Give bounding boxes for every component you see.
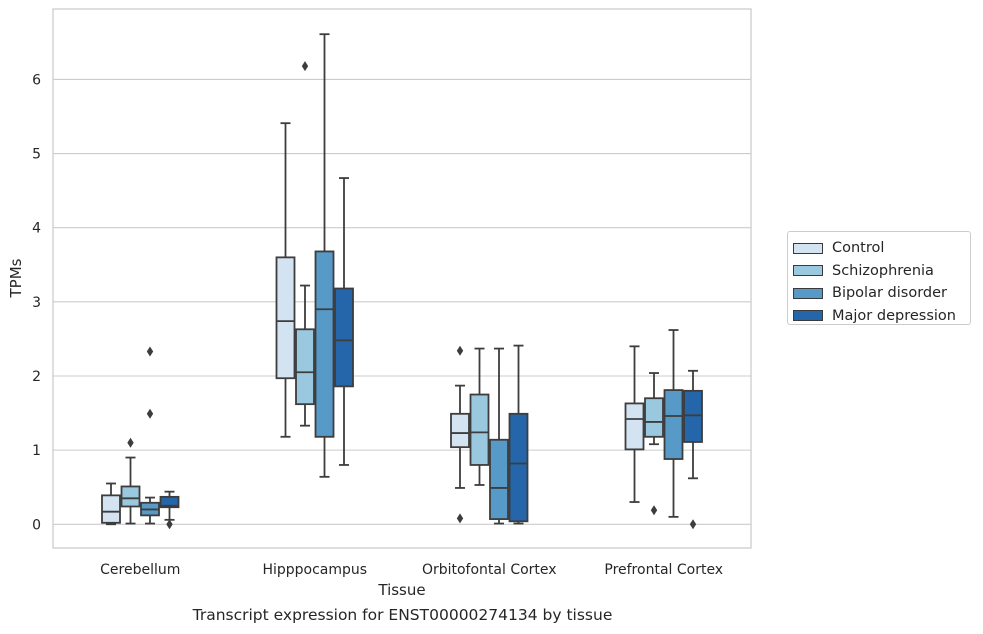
iqr-box <box>159 495 180 509</box>
iqr-box <box>683 389 703 443</box>
y-tick-label-3: 3 <box>32 295 41 311</box>
x-axis-ticks: Cerebellum Hipppocampus Orbitofontal Corte… <box>100 562 723 578</box>
box-1-series-4 <box>159 490 180 530</box>
box-2-series-2 <box>295 61 315 427</box>
box-1-series-1 <box>101 482 121 526</box>
outlier-point-2 <box>456 513 464 524</box>
outlier-point-1 <box>301 61 309 72</box>
iqr-box <box>469 393 490 466</box>
x-tick-label-1: Cerebellum <box>100 562 180 578</box>
iqr-box <box>120 485 141 508</box>
box-4-series-1 <box>624 345 645 503</box>
x-tick-label-2: Hipppocampus <box>262 562 367 578</box>
legend-swatch-control <box>793 242 823 254</box>
legend-swatch-bipolar-disorder <box>793 287 823 299</box>
box-4-series-4 <box>683 369 703 530</box>
x-tick-label-4: Prefrontal Cortex <box>604 562 723 578</box>
x-axis-label: Tissue <box>377 581 425 599</box>
iqr-box <box>295 328 315 406</box>
y-tick-label-0: 0 <box>32 517 41 533</box>
iqr-box <box>314 250 335 438</box>
legend-swatch-schizophrenia <box>793 265 823 277</box>
figure-caption: Transcript expression for ENST0000027413… <box>192 606 613 624</box>
legend-label-schizophrenia: Schizophrenia <box>832 262 934 279</box>
y-tick-label-6: 6 <box>32 72 41 88</box>
iqr-box <box>101 494 121 524</box>
legend-item-bipolar-disorder: Bipolar disorder <box>793 282 970 305</box>
box-4-series-3 <box>663 329 684 518</box>
legend-swatch-major-depression <box>793 310 823 322</box>
iqr-box <box>489 438 509 520</box>
plot-frame <box>52 8 752 549</box>
box-2-series-4 <box>334 177 354 466</box>
outlier-point-1 <box>689 519 697 530</box>
legend-label-bipolar-disorder: Bipolar disorder <box>832 285 947 302</box>
box-4-series-2 <box>644 372 664 516</box>
y-axis-ticks: 0 1 2 3 4 5 6 <box>32 72 41 533</box>
y-tick-label-2: 2 <box>32 369 41 385</box>
y-axis-label: TPMs <box>7 258 25 298</box>
outlier-point-1 <box>456 345 464 356</box>
box-2-series-3 <box>314 33 335 478</box>
legend-label-major-depression: Major depression <box>832 307 956 324</box>
box-3-series-4 <box>508 344 529 525</box>
box-3-series-3 <box>489 347 509 525</box>
iqr-box <box>450 412 470 449</box>
gridlines <box>53 78 751 525</box>
box-3-series-1 <box>450 345 470 524</box>
legend-label-control: Control <box>832 240 885 257</box>
legend-item-control: Control <box>793 237 970 260</box>
outlier-point-1 <box>146 346 154 357</box>
y-tick-label-1: 1 <box>32 443 41 459</box>
box-1-series-2 <box>120 437 141 525</box>
outlier-point-1 <box>127 437 134 448</box>
iqr-box <box>644 397 664 438</box>
box-1-series-3 <box>140 346 160 525</box>
legend: Control Schizophrenia Bipolar disorder M… <box>787 231 971 325</box>
box-groups <box>101 33 703 530</box>
iqr-box <box>275 256 296 380</box>
iqr-box <box>508 412 529 523</box>
iqr-box <box>624 402 645 451</box>
box-2-series-1 <box>275 122 296 438</box>
box-3-series-2 <box>469 347 490 486</box>
outlier-point-1 <box>650 505 658 516</box>
x-tick-label-3: Orbitofontal Cortex <box>422 562 557 578</box>
y-tick-label-4: 4 <box>32 221 41 237</box>
legend-item-major-depression: Major depression <box>793 305 970 328</box>
outlier-point-1 <box>166 519 173 530</box>
legend-item-schizophrenia: Schizophrenia <box>793 260 970 283</box>
y-tick-label-5: 5 <box>32 147 41 163</box>
outlier-point-2 <box>146 408 154 419</box>
iqr-box <box>334 287 354 388</box>
iqr-box <box>663 389 684 460</box>
